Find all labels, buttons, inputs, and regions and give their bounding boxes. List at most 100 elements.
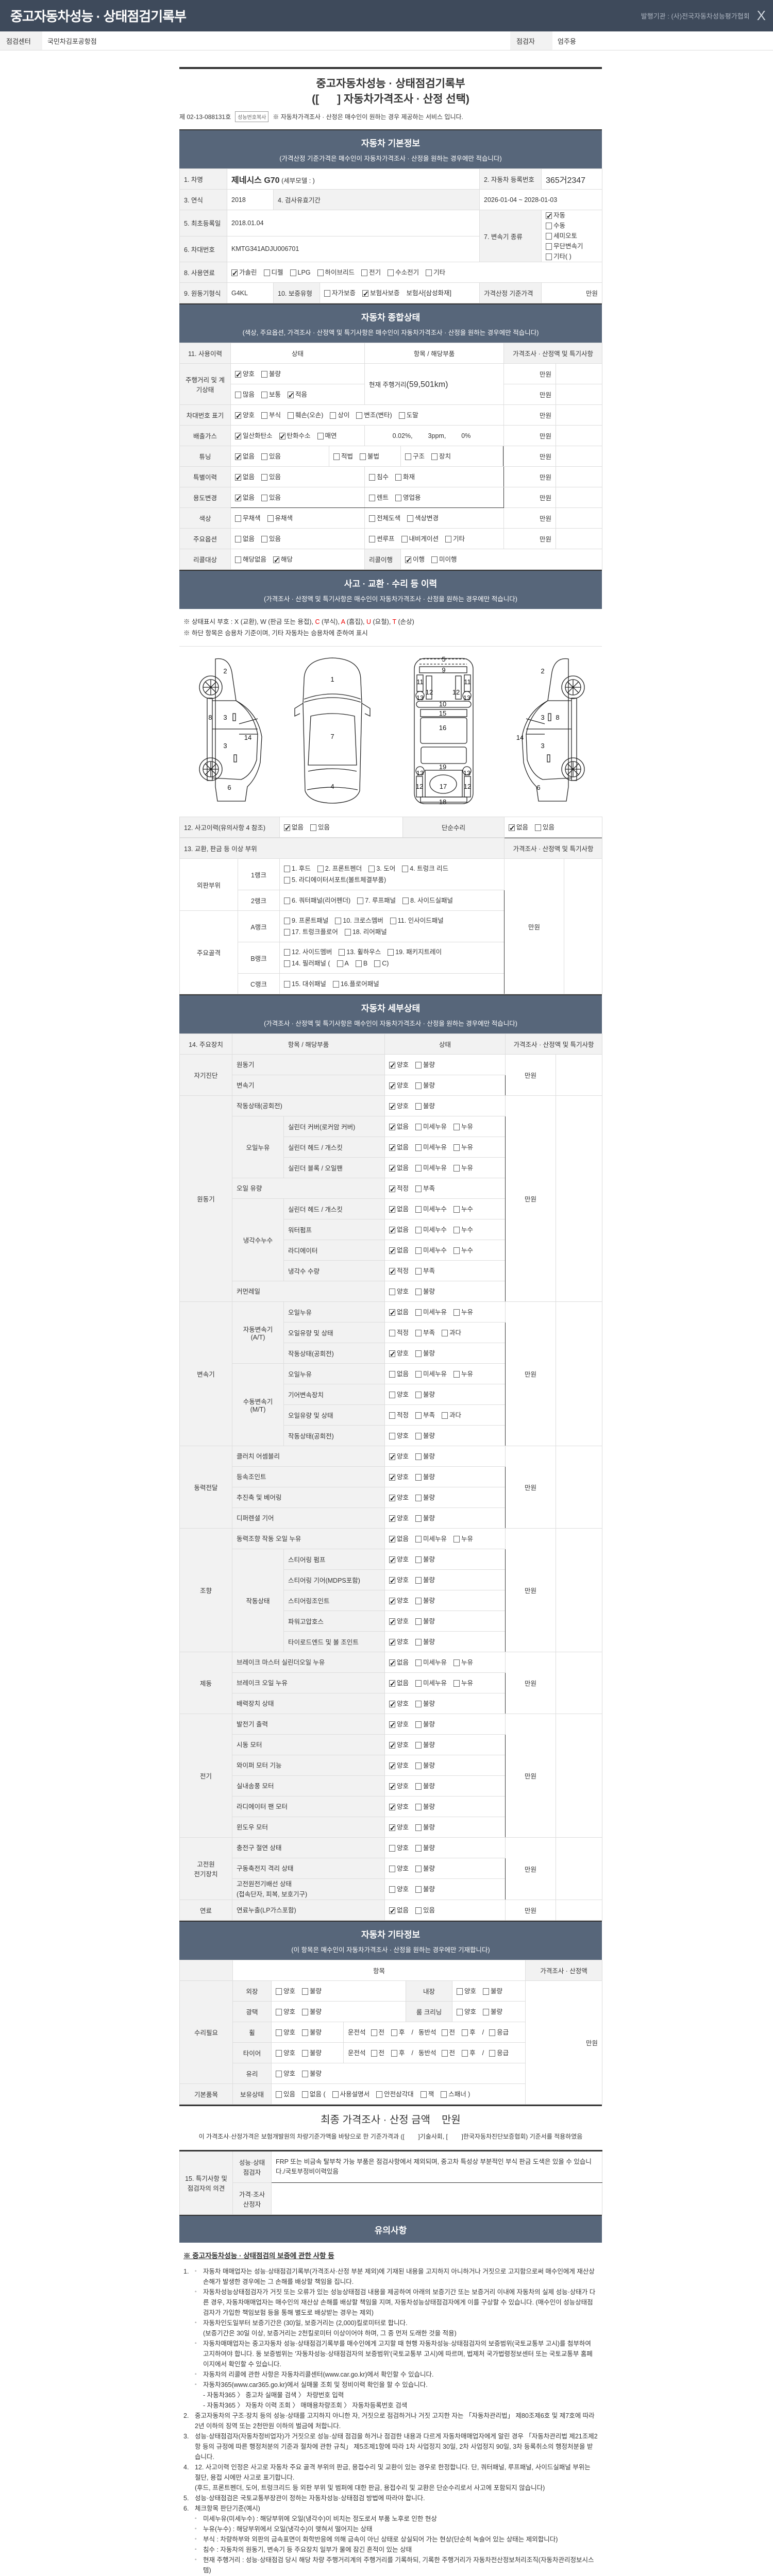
checkbox-checked-icon[interactable] <box>389 1802 396 1812</box>
checkbox-option[interactable]: 11. 인사이드패널 <box>390 916 444 926</box>
checkbox-icon[interactable] <box>402 866 409 873</box>
checkbox-option[interactable]: 부족 <box>415 1328 435 1338</box>
checkbox-option[interactable]: 19. 패키지트레이 <box>388 947 442 957</box>
checkbox-option[interactable]: 양호 <box>389 1431 409 1441</box>
checkbox-option[interactable]: 양호 <box>389 1719 409 1730</box>
checkbox-icon[interactable] <box>457 2008 463 2015</box>
checkbox-icon[interactable] <box>453 1659 460 1666</box>
checkbox-option[interactable]: 전체도색 <box>369 513 400 523</box>
checkbox-checked-icon[interactable] <box>389 1205 396 1215</box>
checkbox-option[interactable]: 미세누유 <box>415 1678 447 1688</box>
checkbox-option[interactable]: 도말 <box>398 410 418 420</box>
checkbox-option[interactable]: 12. 사이드멤버 <box>284 947 332 957</box>
checkbox-icon[interactable] <box>276 1988 282 1995</box>
checkbox-option[interactable]: 없음 <box>389 1245 409 1256</box>
remark[interactable] <box>556 446 602 467</box>
checkbox-option[interactable]: 자동 <box>546 210 565 221</box>
checkbox-checked-icon[interactable] <box>389 1081 396 1091</box>
remark[interactable] <box>556 528 602 549</box>
checkbox-icon[interactable] <box>261 412 268 419</box>
checkbox-option[interactable]: 3. 도어 <box>368 863 395 874</box>
checkbox-option[interactable]: 색상변경 <box>407 513 439 523</box>
checkbox-icon[interactable] <box>415 1700 422 1707</box>
checkbox-option[interactable]: 양호 <box>389 1101 409 1112</box>
checkbox-icon[interactable] <box>391 2050 398 2057</box>
checkbox-option[interactable]: 8. 사이드실패널 <box>402 895 453 906</box>
checkbox-icon[interactable] <box>415 1267 422 1275</box>
remark[interactable] <box>556 1446 603 1529</box>
checkbox-option[interactable]: 양호 <box>389 1493 409 1503</box>
checkbox-checked-icon[interactable] <box>389 1637 396 1648</box>
checkbox-option[interactable]: 응급 <box>489 2048 509 2058</box>
checkbox-icon[interactable] <box>415 1535 422 1543</box>
checkbox-icon[interactable] <box>361 269 368 276</box>
checkbox-icon[interactable] <box>457 1988 463 1995</box>
checkbox-option[interactable]: 썬루프 <box>369 534 395 544</box>
checkbox-option[interactable]: 없음 <box>389 1657 409 1668</box>
checkbox-option[interactable]: 전기 <box>361 267 381 278</box>
checkbox-icon[interactable] <box>441 2029 448 2037</box>
checkbox-icon[interactable] <box>360 453 366 460</box>
checkbox-option[interactable]: 양호 <box>276 2027 295 2038</box>
checkbox-option[interactable]: 기타( ) <box>546 251 572 262</box>
checkbox-option[interactable]: 부족 <box>415 1183 435 1194</box>
checkbox-option[interactable]: 탄화수소 <box>279 431 311 442</box>
checkbox-option[interactable]: 세미오토 <box>546 231 577 241</box>
checkbox-icon[interactable] <box>302 2029 309 2036</box>
checkbox-option[interactable]: 없음 <box>389 1122 409 1132</box>
checkbox-option[interactable]: 자가보증 <box>324 288 356 298</box>
checkbox-option[interactable]: 불량 <box>302 2048 322 2058</box>
checkbox-icon[interactable] <box>402 897 409 904</box>
checkbox-checked-icon[interactable] <box>389 1658 396 1668</box>
checkbox-option[interactable]: 없음 ( <box>302 2089 326 2099</box>
checkbox-option[interactable]: 과다 <box>442 1410 461 1420</box>
checkbox-option[interactable]: 불량 <box>415 1637 435 1647</box>
checkbox-icon[interactable] <box>284 949 290 956</box>
checkbox-checked-icon[interactable] <box>389 1246 396 1256</box>
checkbox-option[interactable]: 없음 <box>389 1163 409 1174</box>
checkbox-icon[interactable] <box>235 556 241 563</box>
checkbox-option[interactable]: 불량 <box>415 1802 435 1812</box>
checkbox-option[interactable]: 불량 <box>415 1863 435 1874</box>
checkbox-option[interactable]: B <box>355 958 367 969</box>
checkbox-checked-icon[interactable] <box>389 1720 396 1730</box>
checkbox-option[interactable]: 불량 <box>415 1060 435 1070</box>
checkbox-option[interactable]: 양호 <box>389 1802 409 1812</box>
checkbox-option[interactable]: 불량 <box>415 1431 435 1441</box>
checkbox-icon[interactable] <box>284 866 290 873</box>
checkbox-option[interactable]: 스패너 ) <box>441 2089 470 2099</box>
remark[interactable] <box>556 425 602 446</box>
checkbox-option[interactable]: 해당 <box>273 554 293 565</box>
checkbox-icon[interactable] <box>389 1865 396 1872</box>
checkbox-icon[interactable] <box>401 535 408 543</box>
checkbox-checked-icon[interactable] <box>389 1617 396 1627</box>
checkbox-option[interactable]: 양호 <box>389 1060 409 1071</box>
checkbox-icon[interactable] <box>337 960 343 968</box>
checkbox-icon[interactable] <box>453 1309 460 1316</box>
checkbox-icon[interactable] <box>453 1226 460 1233</box>
checkbox-option[interactable]: 없음 <box>389 1678 409 1689</box>
remark[interactable] <box>556 363 602 384</box>
checkbox-icon[interactable] <box>415 1907 422 1914</box>
checkbox-option[interactable]: 14. 필러패널 ( <box>284 958 330 969</box>
checkbox-option[interactable]: 없음 <box>235 472 255 483</box>
checkbox-icon[interactable] <box>441 2091 447 2098</box>
checkbox-checked-icon[interactable] <box>389 1534 396 1545</box>
checkbox-icon[interactable] <box>389 1844 396 1852</box>
checkbox-icon[interactable] <box>371 2029 377 2037</box>
checkbox-icon[interactable] <box>284 929 290 936</box>
checkbox-checked-icon[interactable] <box>362 289 369 299</box>
checkbox-icon[interactable] <box>302 2049 309 2057</box>
checkbox-icon[interactable] <box>453 1535 460 1543</box>
checkbox-icon[interactable] <box>426 269 432 276</box>
checkbox-icon[interactable] <box>415 1803 422 1810</box>
checkbox-icon[interactable] <box>415 1577 422 1584</box>
checkbox-option[interactable]: 후 <box>462 2027 476 2038</box>
checkbox-icon[interactable] <box>317 866 324 873</box>
checkbox-icon[interactable] <box>388 269 394 276</box>
checkbox-option[interactable]: 불량 <box>483 1986 502 1996</box>
checkbox-icon[interactable] <box>442 1412 448 1419</box>
checkbox-option[interactable]: 미세누유 <box>415 1369 447 1379</box>
checkbox-option[interactable]: 양호 <box>389 1863 409 1874</box>
checkbox-checked-icon[interactable] <box>235 472 242 483</box>
